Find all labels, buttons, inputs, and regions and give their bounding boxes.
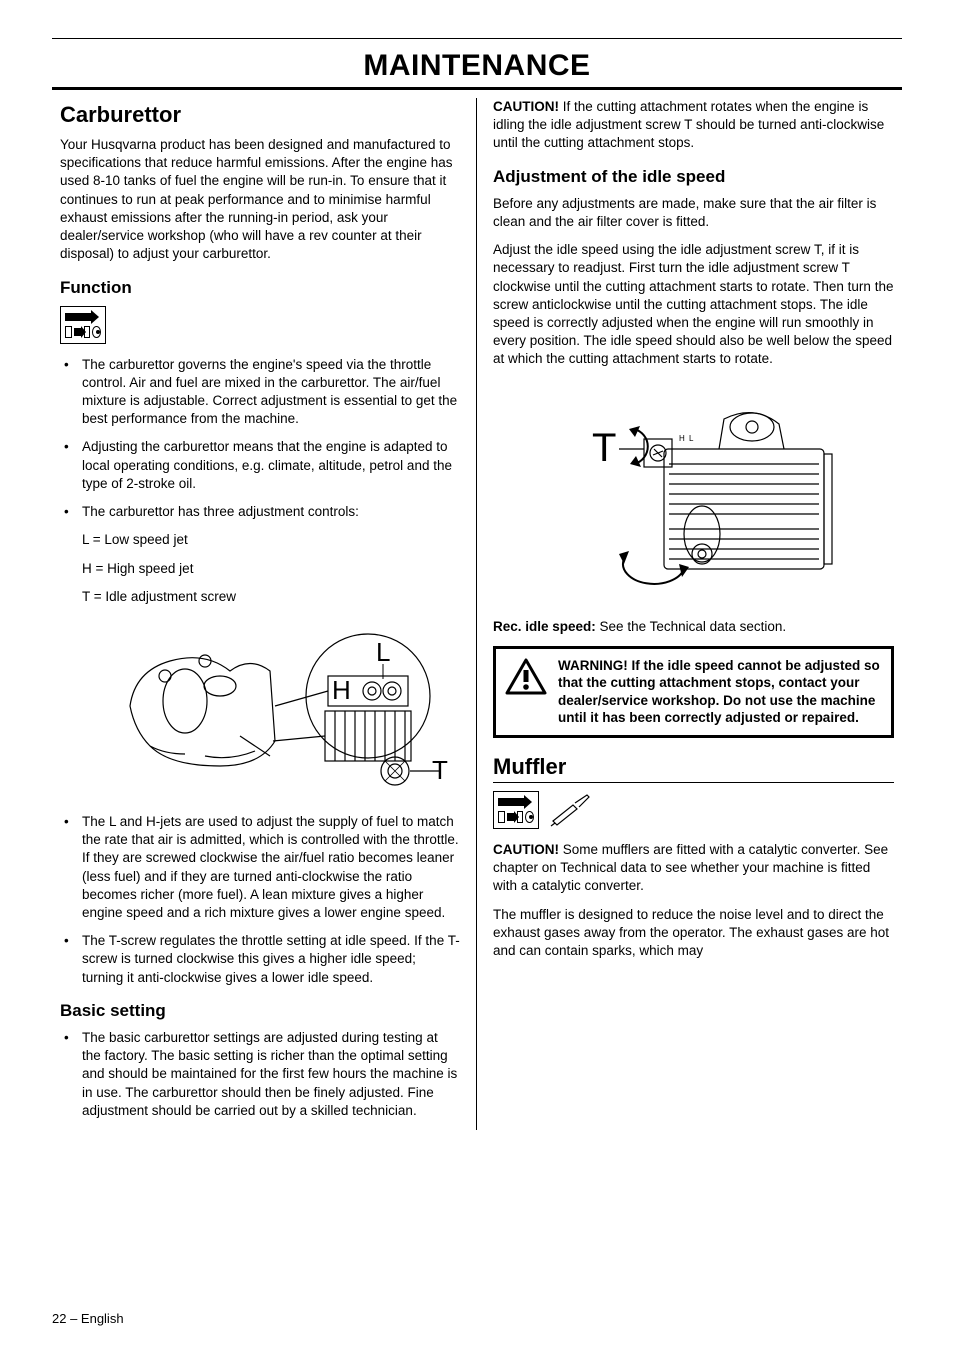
list-item: Adjusting the carburettor means that the…: [82, 438, 460, 493]
top-horizontal-rule: [52, 38, 902, 39]
left-column: Carburettor Your Husqvarna product has b…: [52, 98, 477, 1130]
list-item-text: The carburettor has three adjustment con…: [82, 504, 359, 519]
carburettor-diagram: L H T: [60, 616, 480, 801]
list-item: The L and H-jets are used to adjust the …: [82, 813, 460, 922]
caution-label: CAUTION!: [493, 99, 559, 114]
sublist-item: H = High speed jet: [82, 560, 460, 578]
list-item: The carburettor has three adjustment con…: [82, 503, 460, 606]
function-bullet-list: The carburettor governs the engine's spe…: [60, 356, 460, 606]
jets-bullet-list: The L and H-jets are used to adjust the …: [60, 813, 460, 987]
list-item: The T-screw regulates the throttle setti…: [82, 932, 460, 987]
rec-label: Rec. idle speed:: [493, 619, 596, 634]
right-column: CAUTION! If the cutting attachment rotat…: [477, 98, 902, 1130]
basic-bullet-list: The basic carburettor settings are adjus…: [60, 1029, 460, 1120]
label-H: H: [332, 675, 351, 705]
sublist-item: T = Idle adjustment screw: [82, 588, 460, 606]
heading-idle-speed: Adjustment of the idle speed: [493, 167, 894, 187]
page-footer: 22 – English: [52, 1311, 124, 1326]
caution-top: CAUTION! If the cutting attachment rotat…: [493, 98, 894, 153]
heading-carburettor: Carburettor: [60, 102, 460, 128]
svg-text:H: H: [679, 434, 685, 443]
heading-muffler: Muffler: [493, 754, 894, 783]
list-item: The basic carburettor settings are adjus…: [82, 1029, 460, 1120]
switchoff-icon: [493, 791, 539, 829]
warning-box: WARNING! If the idle speed cannot be adj…: [493, 646, 894, 738]
svg-text:L: L: [689, 434, 694, 443]
heading-basic-setting: Basic setting: [60, 1001, 460, 1021]
engine-svg: H L T: [534, 379, 854, 599]
jet-sublist: L = Low speed jet H = High speed jet T =…: [82, 531, 460, 606]
idle-paragraph-1: Before any adjustments are made, make su…: [493, 195, 894, 231]
engine-diagram: H L T: [493, 379, 894, 604]
two-column-layout: Carburettor Your Husqvarna product has b…: [52, 98, 902, 1130]
caution-muffler: CAUTION! Some mufflers are fitted with a…: [493, 841, 894, 896]
page-title: MAINTENANCE: [52, 49, 902, 83]
muffler-paragraph: The muffler is designed to reduce the no…: [493, 906, 894, 961]
sublist-item: L = Low speed jet: [82, 531, 460, 549]
label-T: T: [432, 755, 448, 785]
heading-function: Function: [60, 278, 460, 298]
muffler-pictograms: [493, 791, 894, 829]
rec-idle-speed: Rec. idle speed: See the Technical data …: [493, 618, 894, 636]
caution-label-2: CAUTION!: [493, 842, 559, 857]
pictogram-switchoff: [60, 306, 460, 344]
warning-triangle-icon: [504, 657, 548, 697]
label-L: L: [376, 637, 390, 667]
screwdriver-icon: [547, 791, 593, 829]
page: MAINTENANCE Carburettor Your Husqvarna p…: [0, 0, 954, 1352]
label-T-big: T: [592, 426, 616, 470]
idle-paragraph-2: Adjust the idle speed using the idle adj…: [493, 241, 894, 369]
list-item: The carburettor governs the engine's spe…: [82, 356, 460, 429]
title-underline: [52, 87, 902, 90]
intro-paragraph: Your Husqvarna product has been designed…: [60, 136, 460, 264]
carb-svg: L H T: [110, 616, 450, 796]
warning-text: WARNING! If the idle speed cannot be adj…: [558, 657, 881, 727]
rec-text: See the Technical data section.: [596, 619, 786, 634]
switchoff-icon: [60, 306, 106, 344]
